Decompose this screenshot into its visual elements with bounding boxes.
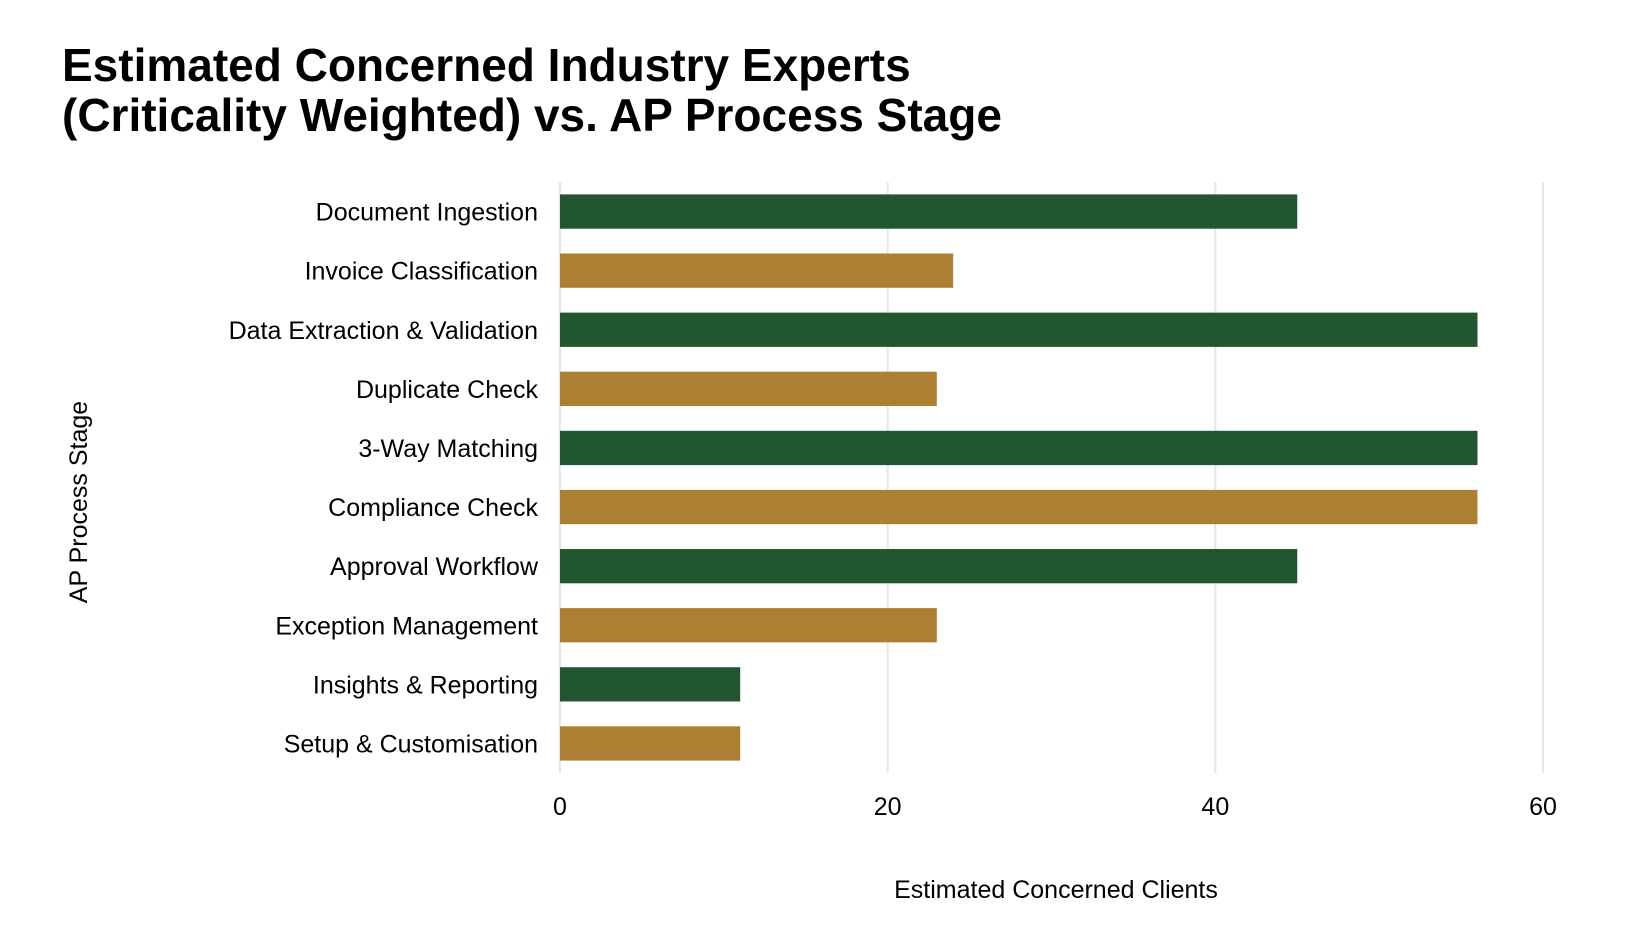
y-axis-title: AP Process Stage [65,401,93,603]
bar [560,430,1478,466]
category-label: Data Extraction & Validation [229,317,538,345]
x-tick-label: 60 [1529,793,1557,821]
bar [560,253,954,288]
category-labels: Document Ingestion Invoice Classification… [229,199,539,759]
bar [560,667,741,702]
bar [560,194,1298,229]
category-label: Duplicate Check [356,376,539,404]
category-label: Insights & Reporting [313,671,538,699]
bar [560,608,937,643]
category-label: Exception Management [275,612,538,640]
x-tick-label: 40 [1201,793,1229,821]
chart-title-line-2: (Criticality Weighted) vs. AP Process St… [62,89,1002,141]
bar [560,371,937,406]
bar [560,726,741,761]
category-label: Invoice Classification [305,258,538,286]
category-label: Approval Workflow [330,553,539,581]
bar [560,549,1298,584]
category-label: Document Ingestion [316,199,538,227]
chart-title: Estimated Concerned Industry Experts (Cr… [62,40,1262,140]
x-tick-labels: 0 20 40 60 [553,793,1557,821]
bar [560,489,1478,525]
bar [560,312,1478,347]
category-label: Compliance Check [328,494,538,522]
x-tick-label: 20 [874,793,902,821]
category-label: Setup & Customisation [284,730,538,758]
bars [560,194,1478,761]
x-axis-title: Estimated Concerned Clients [894,876,1218,904]
x-tick-label: 0 [553,793,567,821]
chart-title-line-1: Estimated Concerned Industry Experts [62,39,911,91]
category-label: 3-Way Matching [358,435,538,463]
